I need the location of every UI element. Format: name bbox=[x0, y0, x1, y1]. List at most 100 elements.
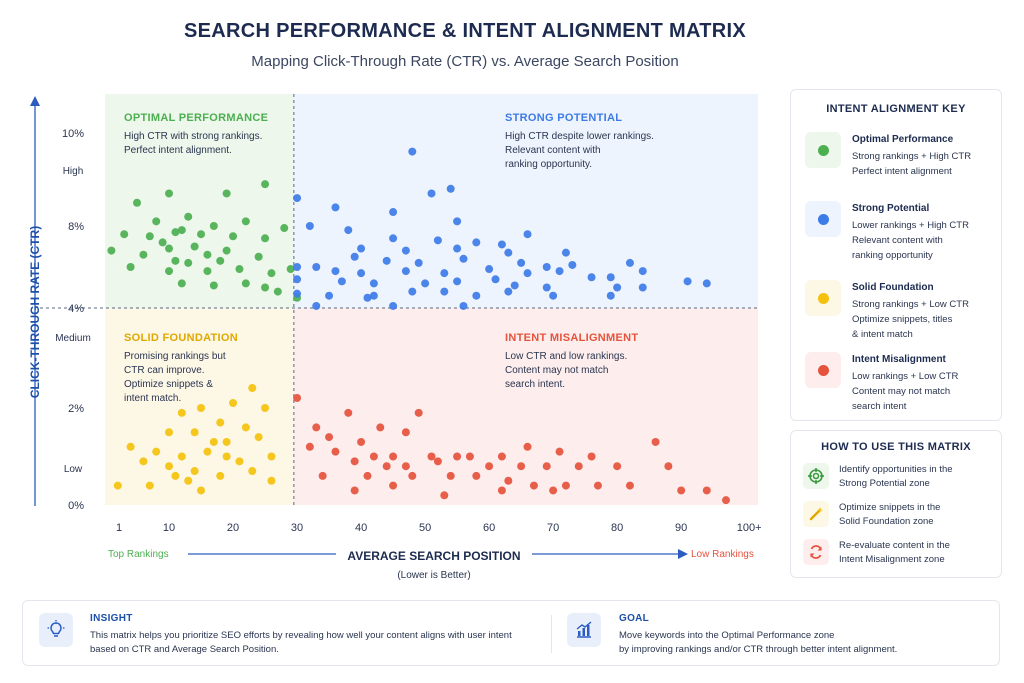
point-strong bbox=[453, 277, 462, 286]
point-solid bbox=[254, 433, 263, 442]
how-to-text: Identify opportunities in the Strong Pot… bbox=[839, 464, 953, 489]
quadrant-text: ranking opportunity. bbox=[505, 159, 592, 170]
point-misaligned bbox=[677, 486, 686, 495]
point-strong bbox=[561, 248, 570, 257]
point-strong bbox=[389, 234, 398, 243]
point-optimal bbox=[273, 287, 282, 296]
point-solid bbox=[241, 423, 250, 432]
chart-growth-icon bbox=[567, 613, 601, 647]
point-misaligned bbox=[440, 491, 449, 500]
yellow-dot-icon bbox=[818, 293, 829, 304]
point-optimal bbox=[280, 224, 289, 233]
quadrant-title: OPTIMAL PERFORMANCE bbox=[124, 112, 268, 124]
point-misaligned bbox=[331, 447, 340, 456]
point-strong bbox=[542, 283, 551, 292]
point-strong bbox=[453, 244, 462, 253]
key-name: Intent Misalignment bbox=[852, 354, 946, 365]
point-misaligned bbox=[401, 428, 410, 437]
point-misaligned bbox=[350, 486, 359, 495]
quadrant-title: STRONG POTENTIAL bbox=[505, 112, 622, 124]
key-item-solid: Solid Foundation Strong rankings + Low C… bbox=[805, 280, 995, 350]
x-tick-label: 100+ bbox=[737, 522, 762, 534]
point-optimal bbox=[241, 217, 250, 226]
goal-title: GOAL bbox=[619, 613, 650, 624]
how-to-item: Optimize snippets in the Solid Foundatio… bbox=[803, 501, 999, 537]
point-strong bbox=[606, 273, 615, 282]
point-misaligned bbox=[517, 462, 526, 471]
point-solid bbox=[216, 418, 225, 427]
banner-divider bbox=[551, 615, 552, 653]
point-strong bbox=[421, 279, 430, 288]
point-strong bbox=[408, 147, 417, 156]
point-strong bbox=[433, 236, 442, 245]
point-optimal bbox=[241, 279, 250, 288]
point-solid bbox=[229, 399, 238, 407]
point-misaligned bbox=[593, 481, 602, 490]
point-optimal bbox=[197, 230, 206, 239]
point-strong bbox=[408, 287, 417, 296]
point-optimal bbox=[286, 265, 295, 274]
point-optimal bbox=[190, 242, 199, 251]
quadrant-text: CTR can improve. bbox=[124, 365, 205, 376]
point-misaligned bbox=[702, 486, 711, 495]
point-solid bbox=[165, 428, 174, 437]
point-misaligned bbox=[414, 408, 423, 417]
point-strong bbox=[453, 217, 462, 226]
y-tick-label: 8% bbox=[68, 221, 84, 233]
point-optimal bbox=[235, 265, 244, 274]
point-misaligned bbox=[555, 447, 564, 456]
point-strong bbox=[504, 248, 513, 257]
x-axis-arrow-icon bbox=[678, 549, 688, 559]
point-strong bbox=[683, 277, 692, 286]
quadrant-title: INTENT MISALIGNMENT bbox=[505, 332, 638, 344]
how-to-item: Identify opportunities in the Strong Pot… bbox=[803, 463, 999, 499]
point-solid bbox=[190, 428, 199, 437]
x-tick-label: 70 bbox=[547, 522, 559, 534]
point-misaligned bbox=[523, 442, 532, 451]
point-misaligned bbox=[389, 452, 398, 461]
point-misaligned bbox=[369, 452, 378, 461]
point-optimal bbox=[267, 269, 276, 278]
x-tick-label: 60 bbox=[483, 522, 495, 534]
point-optimal bbox=[158, 238, 167, 247]
point-strong bbox=[357, 269, 366, 278]
point-optimal bbox=[184, 212, 193, 221]
wand-icon bbox=[803, 501, 829, 527]
point-misaligned bbox=[363, 471, 372, 480]
point-solid bbox=[177, 408, 186, 417]
key-title: INTENT ALIGNMENT KEY bbox=[826, 103, 966, 115]
point-misaligned bbox=[574, 462, 583, 471]
point-solid bbox=[235, 457, 244, 466]
point-strong bbox=[606, 291, 615, 300]
y-tick-label: 0% bbox=[68, 500, 84, 512]
quadrant-text: High CTR despite lower rankings. bbox=[505, 131, 654, 142]
point-misaligned bbox=[497, 486, 506, 495]
refresh-icon bbox=[803, 539, 829, 565]
point-optimal bbox=[203, 267, 212, 276]
point-strong bbox=[382, 256, 391, 265]
point-misaligned bbox=[293, 394, 302, 402]
key-desc: Lower rankings + High CTR Relevant conte… bbox=[852, 220, 969, 261]
how-to-item: Re-evaluate content in the Intent Misali… bbox=[803, 539, 999, 575]
point-misaligned bbox=[587, 452, 596, 461]
point-solid bbox=[171, 471, 180, 480]
how-to-text: Re-evaluate content in the Intent Misali… bbox=[839, 540, 950, 565]
point-solid bbox=[222, 437, 231, 446]
point-optimal bbox=[107, 246, 116, 255]
point-optimal bbox=[177, 226, 186, 235]
point-misaligned bbox=[561, 481, 570, 490]
point-strong bbox=[491, 275, 500, 284]
point-misaligned bbox=[453, 452, 462, 461]
point-strong bbox=[293, 275, 302, 284]
point-misaligned bbox=[664, 462, 673, 471]
point-strong bbox=[440, 269, 449, 278]
point-strong bbox=[414, 258, 423, 267]
point-solid bbox=[165, 462, 174, 471]
quadrant-text: search intent. bbox=[505, 379, 565, 390]
point-optimal bbox=[165, 267, 174, 276]
point-strong bbox=[293, 289, 302, 298]
point-solid bbox=[248, 384, 257, 392]
x-axis-label: AVERAGE SEARCH POSITION bbox=[347, 549, 520, 563]
point-strong bbox=[312, 301, 321, 310]
point-strong bbox=[510, 281, 519, 290]
